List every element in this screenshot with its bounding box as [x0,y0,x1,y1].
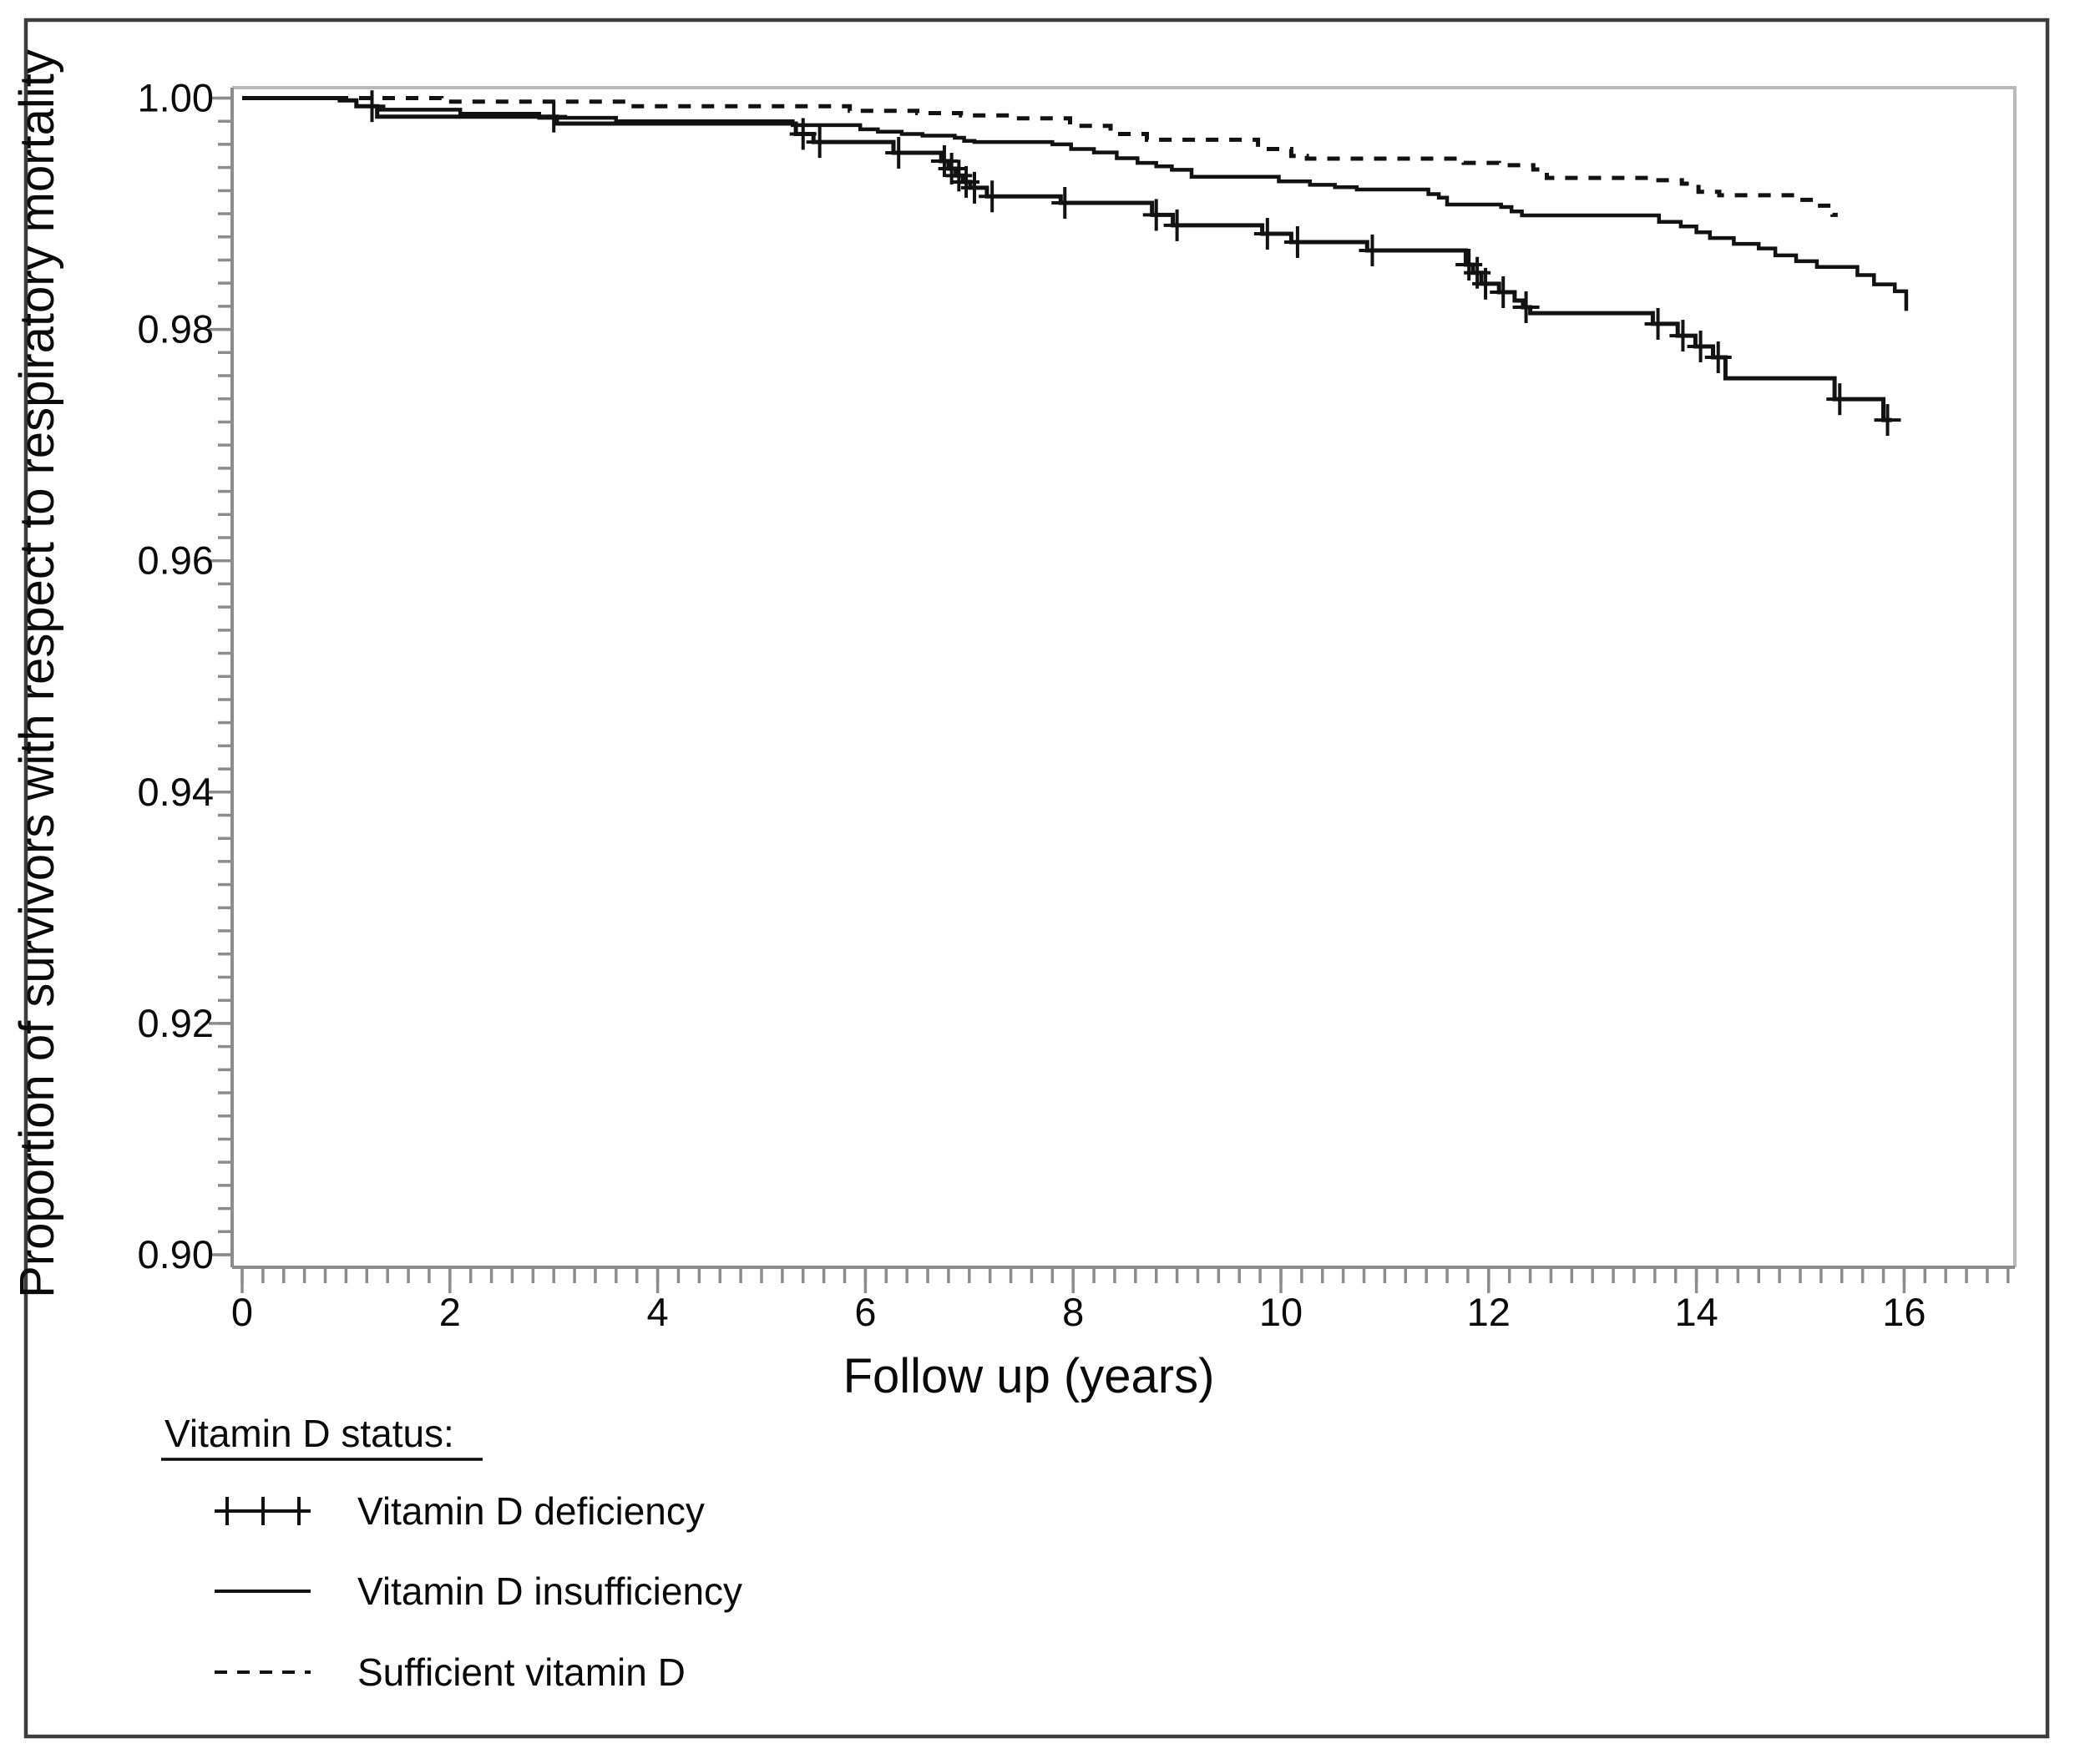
tick-label: 4 [647,1290,669,1334]
tick-label: 0.94 [138,770,214,814]
tick-label: 0.92 [138,1001,214,1045]
tick-label: 12 [1467,1290,1511,1334]
tick-label: 6 [854,1290,876,1334]
tick-label: 0.96 [138,538,214,583]
curve-vitamin-d-deficiency [242,96,1892,422]
plot-frame-top-right [232,86,2017,1267]
x-tick-labels: 0 2 4 6 8 10 12 14 16 [231,1290,1926,1334]
legend-label-deficiency: Vitamin D deficiency [357,1489,705,1533]
figure-border [23,18,2050,1739]
curve-sufficient-vitamin-d [242,96,1838,217]
x-axis-title: Follow up (years) [843,1349,1215,1403]
censor-marks [358,90,1901,437]
legend-item-deficiency: Vitamin D deficiency [215,1489,705,1533]
tick-label: 8 [1062,1290,1084,1334]
legend-label-sufficient: Sufficient vitamin D [357,1650,686,1694]
tick-label: 2 [439,1290,461,1334]
y-tick-labels: 1.00 0.98 0.96 0.94 0.92 0.90 [138,76,214,1277]
legend-item-sufficient: Sufficient vitamin D [215,1650,686,1694]
tick-label: 1.00 [138,76,214,120]
tick-label: 0 [231,1290,253,1334]
legend-label-insufficiency: Vitamin D insufficiency [357,1569,742,1613]
legend: Vitamin D status: Vitamin D deficiency V… [161,1412,742,1694]
curve-vitamin-d-insufficiency [242,96,1909,311]
survival-curves [242,90,1909,437]
tick-label: 16 [1882,1290,1926,1334]
y-axis-title: Proportion of survivors with respect to … [10,49,64,1298]
legend-title: Vitamin D status: [164,1412,454,1455]
tick-label: 0.90 [138,1232,214,1276]
legend-item-insufficiency: Vitamin D insufficiency [215,1569,742,1613]
tick-label: 10 [1259,1290,1303,1334]
y-axis-ticks [209,96,232,1256]
tick-label: 14 [1674,1290,1718,1334]
plus-line-icon-crosses [225,1497,301,1525]
x-axis-ticks [240,1267,2010,1293]
tick-label: 0.98 [138,307,214,351]
